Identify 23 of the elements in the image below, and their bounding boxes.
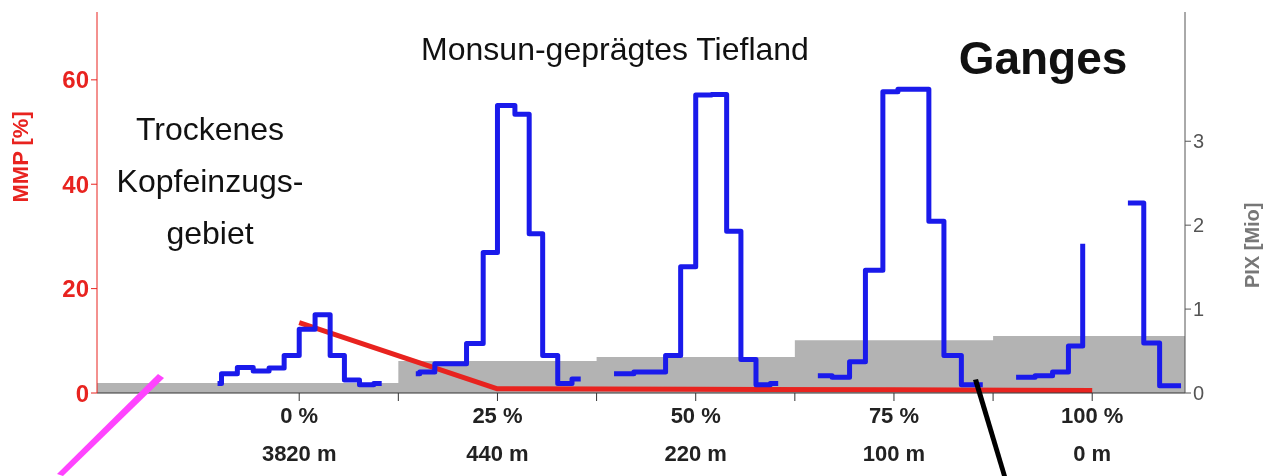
annotation: Trockenes Kopfeinzugs- gebiet	[116, 111, 304, 251]
x-tick-label: 25 %	[472, 403, 523, 428]
text: 100 m	[862, 441, 926, 466]
annotation: Monsun-geprägtes Tiefland	[421, 31, 809, 67]
y2-axis-title: PIX [Mio]	[1241, 202, 1264, 289]
text: 0 m	[1073, 441, 1112, 466]
y2-tick-label: 2	[1193, 214, 1205, 237]
y-tick-label: 60	[62, 66, 89, 94]
y2-tick-label: 0	[1193, 382, 1205, 405]
y-axis-title: MMP [%]	[7, 111, 33, 203]
text: 440 m	[466, 441, 529, 466]
y2-tick-label: 3	[1193, 130, 1205, 153]
x-tick-label: 0 %	[280, 403, 319, 428]
y-tick-label: 0	[75, 379, 89, 407]
text: 220 m	[664, 441, 727, 466]
text: 3820 m	[261, 441, 337, 466]
x-tick-label: 100 %	[1061, 403, 1124, 428]
x-tick-label: 50 %	[670, 403, 721, 428]
y-tick-label: 20	[62, 275, 89, 303]
y-tick-label: 40	[62, 170, 89, 198]
annotation: Ganges	[958, 32, 1128, 84]
y2-tick-label: 1	[1193, 298, 1205, 321]
x-tick-label: 75 %	[868, 403, 920, 428]
